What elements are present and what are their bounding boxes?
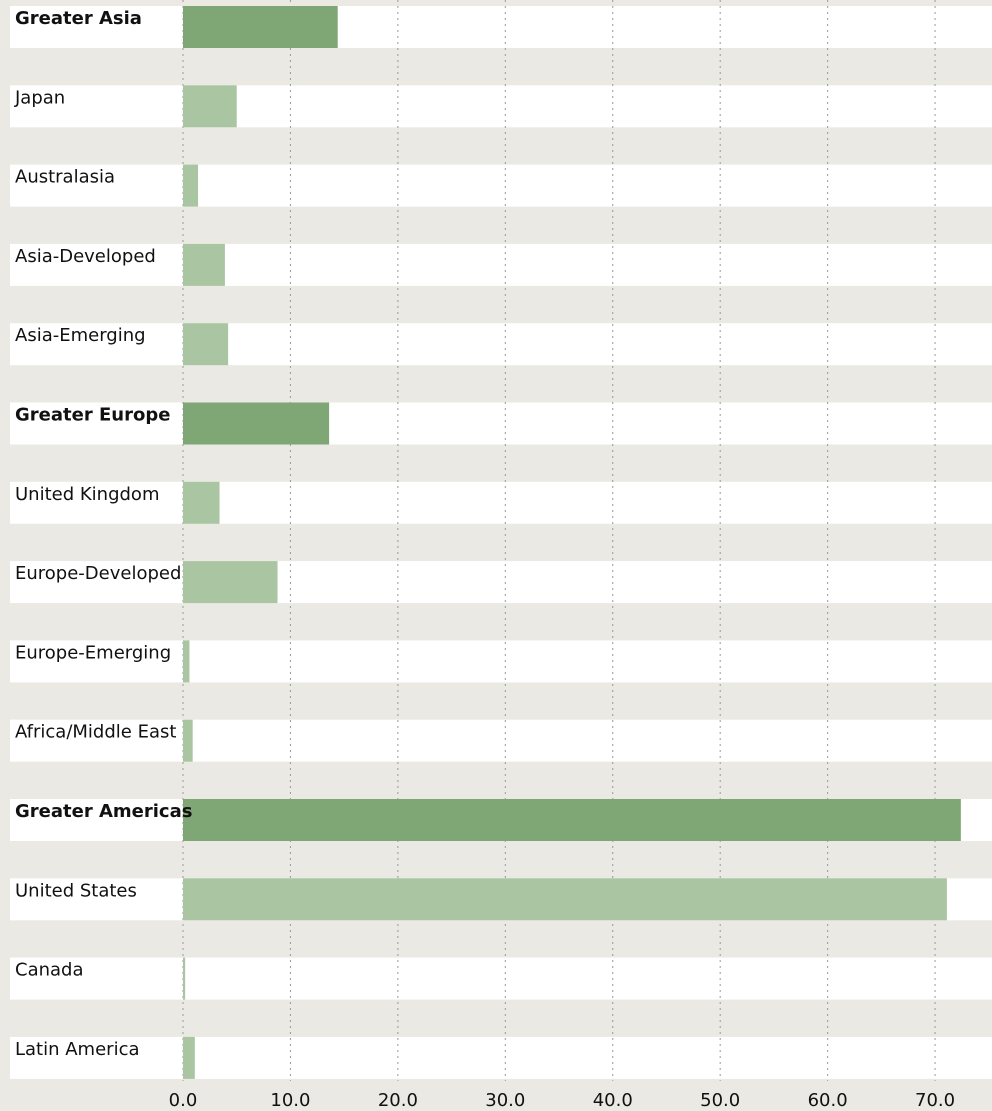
category-label: Greater Asia	[15, 8, 142, 29]
category-label: Greater Europe	[15, 405, 170, 426]
bar	[183, 6, 338, 48]
category-label: Latin America	[15, 1039, 140, 1060]
category-label: Australasia	[15, 167, 115, 188]
category-label: Canada	[15, 960, 84, 981]
row-band	[10, 640, 992, 683]
bar	[183, 719, 193, 762]
bar	[183, 957, 186, 1000]
row-band	[10, 6, 992, 48]
row-band	[10, 323, 992, 366]
row-band	[10, 719, 992, 762]
row-band	[10, 561, 992, 604]
bar	[183, 323, 229, 366]
bar	[183, 402, 330, 445]
category-label: United Kingdom	[15, 484, 159, 505]
category-label: United States	[15, 880, 137, 901]
row-band	[10, 243, 992, 286]
category-label: Japan	[14, 87, 65, 108]
category-label: Africa/Middle East	[15, 722, 176, 743]
x-tick-label: 50.0	[700, 1090, 740, 1111]
row-band	[10, 85, 992, 128]
bar	[183, 243, 225, 286]
bar	[183, 561, 278, 604]
x-tick-label: 10.0	[270, 1090, 310, 1111]
category-label: Asia-Developed	[15, 246, 156, 267]
x-tick-label: 60.0	[808, 1090, 848, 1111]
bar	[183, 481, 220, 524]
row-band	[10, 481, 992, 524]
category-label: Europe-Emerging	[15, 642, 171, 663]
row-band	[10, 1036, 992, 1079]
bar	[183, 85, 237, 128]
bar	[183, 164, 199, 207]
category-label: Greater Americas	[15, 801, 192, 822]
row-band	[10, 164, 992, 207]
x-tick-label: 70.0	[915, 1090, 955, 1111]
row-band	[10, 402, 992, 445]
x-tick-label: 0.0	[169, 1090, 198, 1111]
x-tick-label: 20.0	[378, 1090, 418, 1111]
row-band	[10, 957, 992, 1000]
x-tick-label: 40.0	[593, 1090, 633, 1111]
category-label: Asia-Emerging	[15, 325, 146, 346]
bar	[183, 799, 961, 841]
bar	[183, 640, 190, 683]
category-label: Europe-Developed	[15, 563, 181, 584]
bar	[183, 878, 947, 921]
x-tick-label: 30.0	[485, 1090, 525, 1111]
bar	[183, 1036, 195, 1079]
